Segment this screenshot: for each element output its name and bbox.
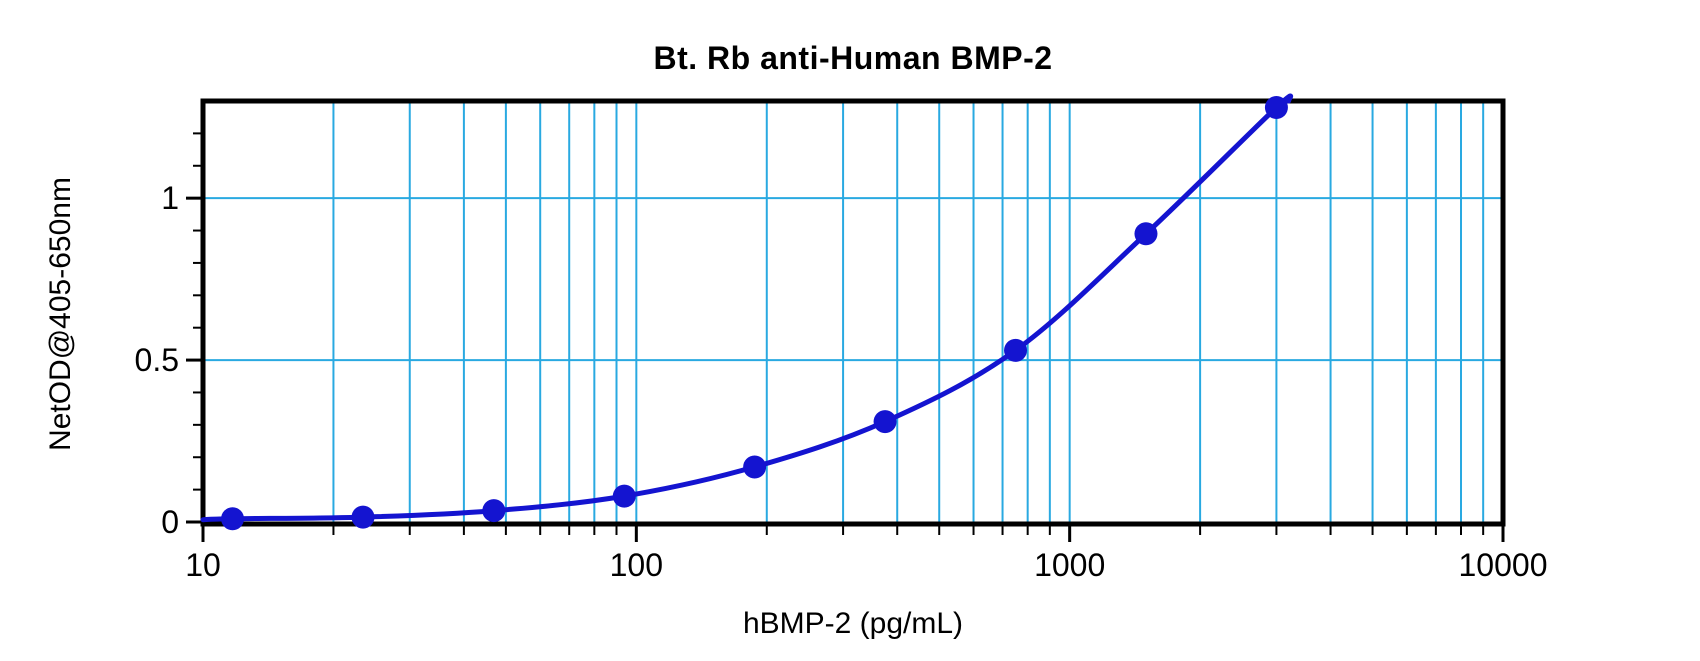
x-tick-label: 100: [610, 547, 663, 583]
x-tick-label: 1000: [1034, 547, 1105, 583]
data-point-marker: [1264, 95, 1288, 119]
y-tick-label: 1: [161, 180, 179, 216]
data-point-marker: [351, 505, 375, 529]
data-point-marker: [873, 410, 897, 434]
data-point-marker: [612, 484, 636, 508]
plot-frame: [200, 98, 1506, 527]
data-point-marker: [221, 507, 245, 531]
x-tick-label: 10: [185, 547, 221, 583]
chart-title: Bt. Rb anti-Human BMP-2: [653, 40, 1053, 76]
x-tick-label: 10000: [1459, 547, 1548, 583]
data-point-marker: [1134, 222, 1158, 246]
y-tick-label: 0: [161, 504, 179, 540]
data-point-marker: [482, 499, 506, 523]
standard-curve: [200, 93, 1294, 523]
data-point-marker: [743, 455, 767, 479]
data-point-marker: [1004, 338, 1028, 362]
y-tick-label: 0.5: [135, 342, 179, 378]
x-axis-title: hBMP-2 (pg/mL): [742, 607, 964, 640]
